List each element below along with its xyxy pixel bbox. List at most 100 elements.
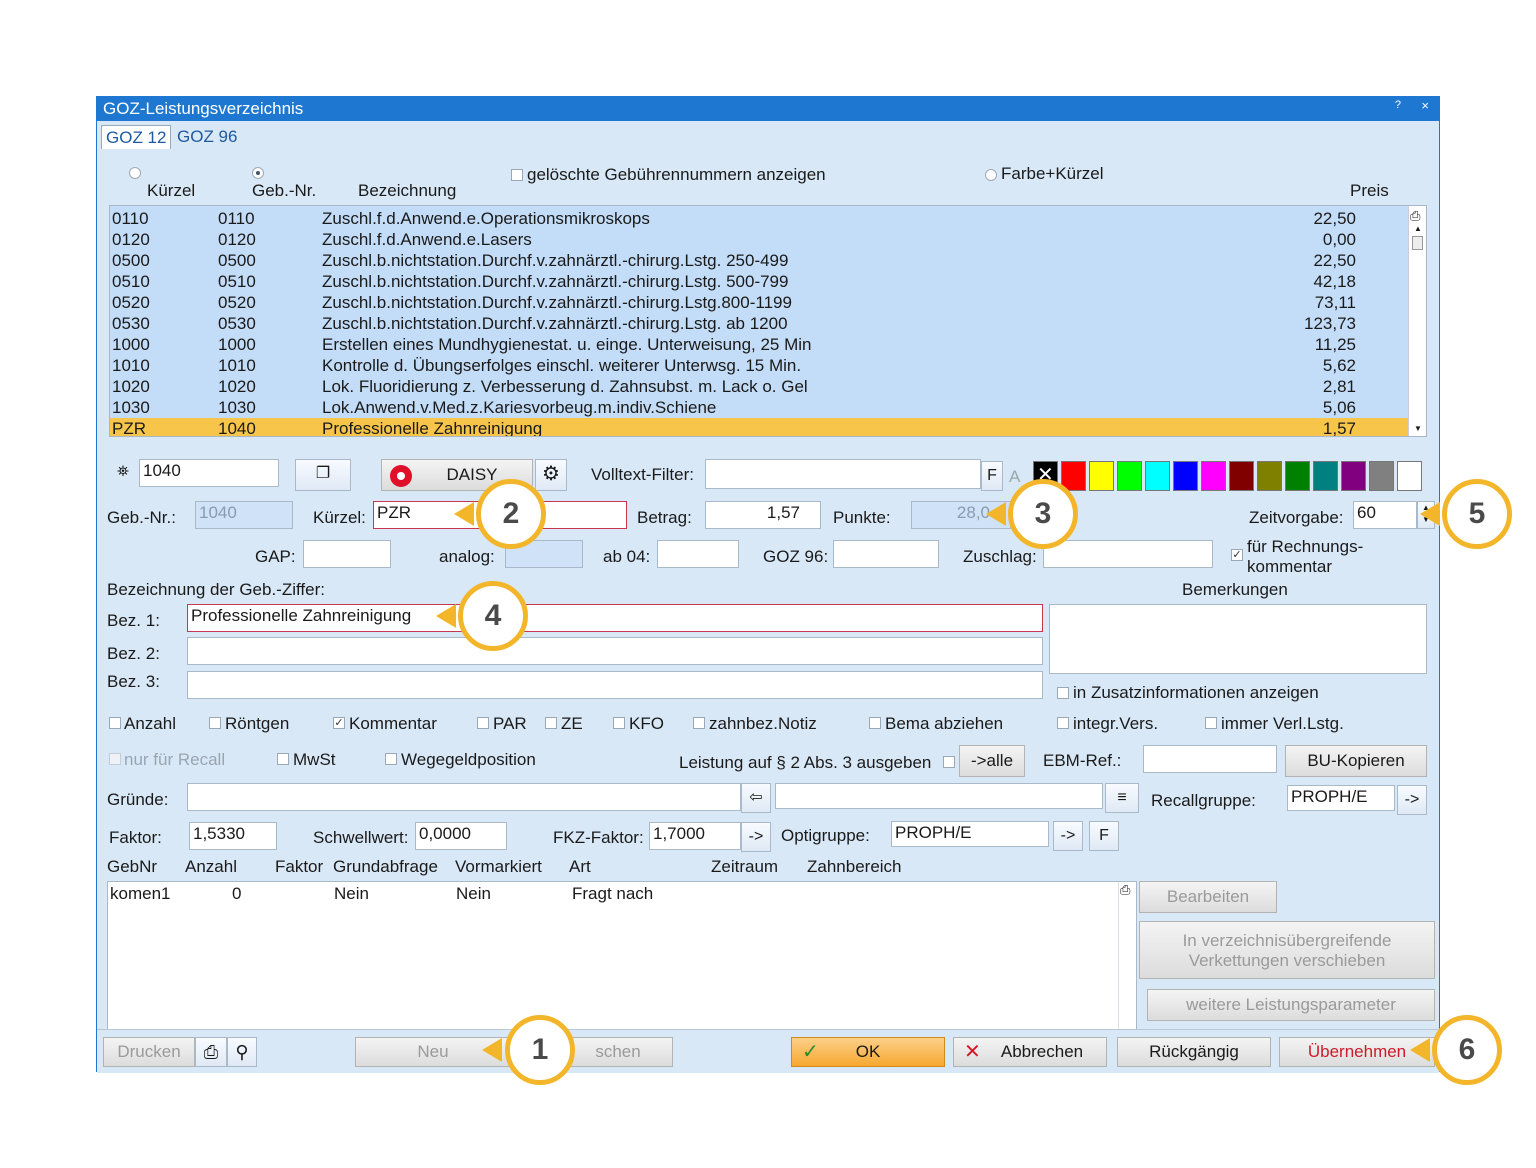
- close-button[interactable]: ×: [1421, 98, 1429, 113]
- color-swatch[interactable]: [1369, 461, 1394, 491]
- wegegeld-checkbox[interactable]: [385, 753, 397, 765]
- ok-button[interactable]: ✓ OK: [791, 1037, 945, 1067]
- color-short-radio[interactable]: [985, 169, 997, 181]
- comment-table[interactable]: komen1 0 Nein Nein Fragt nach ⎙: [107, 881, 1137, 1031]
- gebnr-field[interactable]: 1040: [195, 501, 293, 529]
- list-row[interactable]: 0530 0530 Zuschl.b.nichtstation.Durchf.v.z…: [110, 313, 1408, 334]
- gruende-list-button[interactable]: ≡: [1105, 783, 1139, 813]
- schwellwert-field[interactable]: 0,0000: [415, 822, 507, 850]
- faktor-field[interactable]: 1,5330: [189, 822, 277, 850]
- bema-checkbox[interactable]: [869, 717, 881, 729]
- recallgruppe-arrow-button[interactable]: ->: [1397, 785, 1427, 815]
- search-input[interactable]: 1040: [139, 459, 279, 487]
- comment-col-header[interactable]: Art: [569, 857, 591, 876]
- list-row[interactable]: 1030 1030 Lok.Anwend.v.Med.z.Kariesvorbeug…: [110, 397, 1408, 418]
- print-preview-button[interactable]: ⚲: [227, 1037, 257, 1067]
- scroll-thumb[interactable]: [1412, 236, 1423, 250]
- comment-col-header[interactable]: Grundabfrage: [333, 857, 438, 876]
- tab-goz96[interactable]: GOZ 96: [177, 127, 238, 146]
- list-row[interactable]: 0520 0520 Zuschl.b.nichtstation.Durchf.v.z…: [110, 292, 1408, 313]
- print-icon[interactable]: ⎙: [1120, 882, 1131, 897]
- list-row[interactable]: PZR 1040 Professionelle Zahnreinigung 1,57: [110, 418, 1408, 436]
- color-swatch[interactable]: [1173, 461, 1198, 491]
- goz96-field[interactable]: [833, 540, 939, 568]
- kommentar-checkbox[interactable]: ✓: [333, 717, 345, 729]
- comment-col-header[interactable]: Zeitraum: [711, 857, 779, 876]
- col-header-gebnr[interactable]: Geb.-Nr.: [252, 181, 317, 200]
- col-header-bezeichnung[interactable]: Bezeichnung: [358, 181, 457, 200]
- bearbeiten-button[interactable]: Bearbeiten: [1139, 881, 1277, 913]
- comment-col-header[interactable]: Anzahl: [185, 857, 237, 876]
- sort-gebnr-radio[interactable]: [252, 167, 264, 179]
- color-swatch[interactable]: [1341, 461, 1366, 491]
- list-scrollbar[interactable]: ⎙ ▲ ▼: [1408, 206, 1426, 436]
- volltext-f-button[interactable]: F: [981, 461, 1003, 491]
- alle-button[interactable]: ->alle: [959, 745, 1025, 777]
- anzahl-checkbox[interactable]: [109, 717, 121, 729]
- bez1-field[interactable]: Professionelle Zahnreinigung: [187, 604, 1043, 632]
- bez3-field[interactable]: [187, 671, 1043, 699]
- bemerkungen-field[interactable]: [1049, 604, 1427, 674]
- mwst-checkbox[interactable]: [277, 753, 289, 765]
- copy-button[interactable]: ❐: [295, 459, 351, 491]
- comment-col-header[interactable]: Faktor: [275, 857, 324, 876]
- zuschlag-field[interactable]: [1043, 540, 1213, 568]
- color-swatch[interactable]: [1229, 461, 1254, 491]
- print-icon[interactable]: ⎙: [1410, 208, 1421, 223]
- recallgruppe-select[interactable]: PROPH/E: [1287, 785, 1395, 811]
- bez2-field[interactable]: [187, 637, 1043, 665]
- scroll-up-icon[interactable]: ▲: [1414, 224, 1422, 233]
- uebernehmen-button[interactable]: Übernehmen: [1279, 1037, 1435, 1067]
- immer-checkbox[interactable]: [1205, 717, 1217, 729]
- comment-col-header[interactable]: GebNr: [107, 857, 158, 876]
- gruende-select[interactable]: [775, 783, 1103, 809]
- notiz-checkbox[interactable]: [693, 717, 705, 729]
- kfo-checkbox[interactable]: [613, 717, 625, 729]
- roentgen-checkbox[interactable]: [209, 717, 221, 729]
- gruende-insert-button[interactable]: ⇦: [741, 783, 771, 813]
- color-swatch[interactable]: [1285, 461, 1310, 491]
- abbrechen-button[interactable]: ✕ Abbrechen: [953, 1037, 1107, 1067]
- rueckgaengig-button[interactable]: Rückgängig: [1117, 1037, 1271, 1067]
- list-row[interactable]: 1020 1020 Lok. Fluoridierung z. Verbesseru…: [110, 376, 1408, 397]
- zeitvorgabe-field[interactable]: 60: [1353, 501, 1417, 529]
- print-settings-button[interactable]: ⎙: [195, 1037, 227, 1067]
- tab-goz12[interactable]: GOZ 12: [101, 125, 172, 149]
- fkz-field[interactable]: 1,7000: [649, 822, 741, 850]
- par-checkbox[interactable]: [477, 717, 489, 729]
- comment-col-header[interactable]: Vormarkiert: [455, 857, 542, 876]
- col-header-preis[interactable]: Preis: [1350, 181, 1389, 200]
- show-deleted-checkbox[interactable]: [511, 169, 523, 181]
- list-row[interactable]: 1000 1000 Erstellen eines Mundhygienestat.…: [110, 334, 1408, 355]
- color-swatch[interactable]: [1089, 461, 1114, 491]
- scroll-down-icon[interactable]: ▼: [1414, 424, 1422, 433]
- fkz-arrow-button[interactable]: ->: [741, 822, 771, 852]
- recall-checkbox[interactable]: [109, 753, 121, 765]
- help-button[interactable]: ?: [1394, 99, 1401, 111]
- service-list[interactable]: 0110 0110 Zuschl.f.d.Anwend.e.Operationsmi…: [109, 205, 1427, 437]
- color-swatch[interactable]: [1117, 461, 1142, 491]
- color-swatch[interactable]: [1313, 461, 1338, 491]
- color-swatch[interactable]: [1201, 461, 1226, 491]
- ebm-field[interactable]: [1143, 745, 1277, 773]
- betrag-field[interactable]: 1,57: [705, 501, 821, 529]
- optigruppe-f-button[interactable]: F: [1089, 821, 1119, 851]
- col-header-kuerzel[interactable]: Kürzel: [147, 181, 196, 200]
- daisy-button[interactable]: DAISY: [381, 459, 533, 491]
- comment-col-header[interactable]: Zahnbereich: [807, 857, 902, 876]
- leistung-checkbox[interactable]: [943, 756, 955, 768]
- zusatz-checkbox[interactable]: [1057, 687, 1069, 699]
- gruende-field[interactable]: [187, 783, 741, 811]
- list-row[interactable]: 0110 0110 Zuschl.f.d.Anwend.e.Operationsmi…: [110, 208, 1408, 229]
- weitere-button[interactable]: weitere Leistungsparameter: [1147, 989, 1435, 1021]
- bu-kopieren-button[interactable]: BU-Kopieren: [1285, 745, 1427, 777]
- ab04-field[interactable]: [657, 540, 739, 568]
- list-row[interactable]: 1010 1010 Kontrolle d. Übungserfolges eins…: [110, 355, 1408, 376]
- settings-button[interactable]: ⚙: [535, 459, 567, 491]
- drucken-button[interactable]: Drucken: [103, 1037, 195, 1067]
- integr-checkbox[interactable]: [1057, 717, 1069, 729]
- verkettung-button[interactable]: In verzeichnisübergreifende Verkettungen…: [1139, 921, 1435, 979]
- list-row[interactable]: 0500 0500 Zuschl.b.nichtstation.Durchf.v.z…: [110, 250, 1408, 271]
- gap-field[interactable]: [303, 540, 391, 568]
- list-row[interactable]: 0510 0510 Zuschl.b.nichtstation.Durchf.v.z…: [110, 271, 1408, 292]
